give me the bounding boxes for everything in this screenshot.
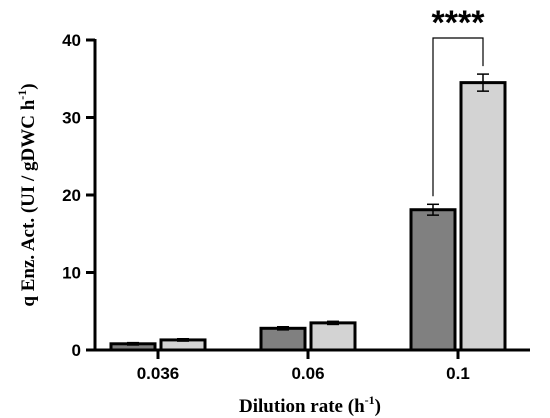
- y-axis-title-main: q Enz. Act. (UI / gDWC h: [18, 99, 39, 306]
- x-tick-label-0.036: 0.036: [137, 364, 180, 383]
- x-tick-label-0.06: 0.06: [291, 364, 324, 383]
- y-axis-title: q Enz. Act. (UI / gDWC h-1): [15, 83, 39, 306]
- y-axis-title-superscript: -1: [15, 90, 29, 100]
- x-axis-title-superscript: -1: [365, 393, 375, 407]
- bar-0.1-series-1: [409, 208, 457, 352]
- significance-bracket: [432, 37, 484, 197]
- x-axis-title: Dilution rate (h-1): [239, 393, 381, 417]
- x-tick-label-0.1: 0.1: [446, 364, 470, 383]
- y-tick-label-20: 20: [62, 186, 81, 205]
- y-tick-label-10: 10: [62, 264, 81, 283]
- y-tick-label-40: 40: [62, 31, 81, 50]
- bar-0.1-series-2: [459, 81, 507, 352]
- significance-label: ****: [432, 4, 486, 42]
- x-axis-title-main: Dilution rate (h: [239, 396, 365, 417]
- bar-0.06-series-1: [259, 326, 307, 352]
- y-axis-title-close: ): [18, 83, 39, 89]
- x-axis-title-close: ): [375, 396, 381, 417]
- chart-marks: 0 10 20 30 40 0.036 0.06 0.1 ****: [62, 4, 530, 383]
- y-tick-label-0: 0: [72, 341, 81, 360]
- bar-0.06-series-2: [309, 321, 357, 352]
- y-tick-label-30: 30: [62, 109, 81, 128]
